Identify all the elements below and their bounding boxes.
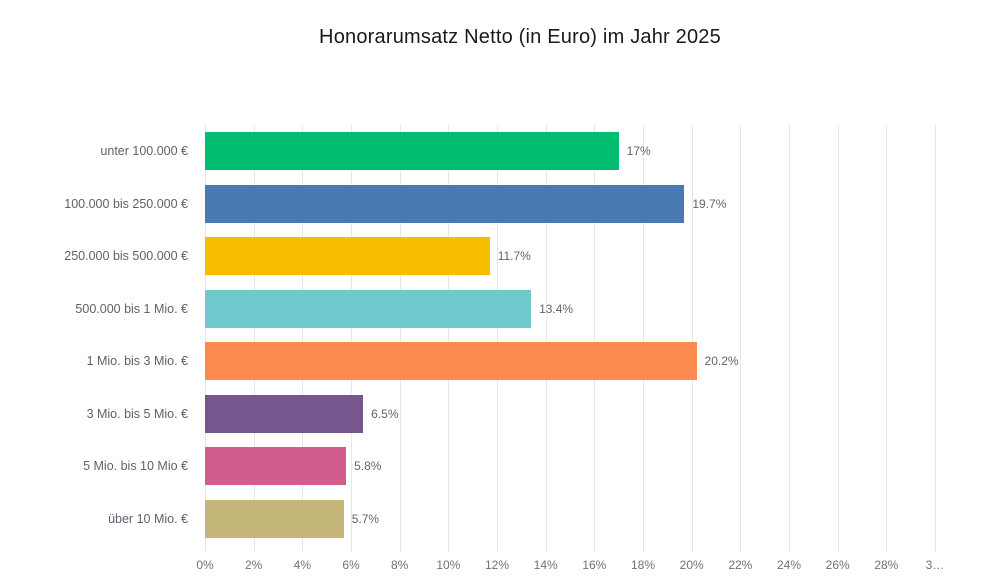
bar[interactable] [205,237,490,276]
value-label: 5.7% [351,511,380,526]
x-tick-label: 14% [533,558,558,572]
value-label: 6.5% [371,406,399,421]
category-label: 100.000 bis 250.000 € [64,196,188,211]
value-label: 11.7% [497,249,531,264]
x-tick-label: 0% [196,558,214,572]
gridline [935,125,936,552]
gridline [351,125,352,552]
value-label: 20.2% [704,354,739,369]
bar[interactable] [205,184,685,223]
x-tick-label: 22% [728,558,753,572]
bar[interactable] [205,342,697,381]
bar-row: 20.2% [205,335,935,388]
plot-area [205,125,936,552]
gridline [837,125,839,552]
bar[interactable] [205,289,532,328]
x-tick-label: 3… [925,558,945,572]
bar[interactable] [205,394,364,433]
gridline [886,125,888,552]
gridline [253,125,255,552]
x-tick-label: 26% [825,558,850,572]
value-label: 19.7% [692,196,727,211]
gridline [740,125,742,552]
category-label: 500.000 bis 1 Mio. € [75,301,188,316]
category-label: 5 Mio. bis 10 Mio € [83,459,188,474]
x-tick-label: 6% [342,558,360,572]
x-tick-label: 16% [582,558,607,572]
category-label: 3 Mio. bis 5 Mio. € [86,406,188,421]
category-label: 1 Mio. bis 3 Mio. € [86,354,188,369]
bar[interactable] [205,499,344,538]
category-axis: unter 100.000 € 100.000 bis 250.000 € 250.… [0,125,188,545]
gridline [399,125,401,552]
value-label: 17% [626,144,651,159]
x-tick-label: 18% [630,558,656,572]
bar-row: 13.4% [205,283,935,336]
x-tick-label: 4% [293,558,311,572]
x-tick-label: 2% [244,558,263,572]
value-label: 13.4% [539,301,574,316]
bar[interactable] [205,132,619,171]
gridline [205,125,206,552]
x-tick-label: 28% [874,558,899,572]
x-tick-label: 24% [776,558,802,572]
bar-row: 19.7% [205,178,935,231]
chart-title: Honorarumsatz Netto (in Euro) im Jahr 20… [319,26,721,48]
gridline [594,125,596,552]
bar-rows: 17% 19.7% 11.7% 13.4% 20.2% 6.5% 5.8% 5.7% [205,125,935,545]
x-tick-label: 20% [679,558,704,572]
gridline [302,125,304,552]
gridline [643,125,644,552]
gridline [448,125,450,552]
category-label: über 10 Mio. € [108,511,188,526]
bar-row: 11.7% [205,230,935,283]
x-axis-ticks: 0% 2% 4% 6% 8% 10% 12% 14% 16% 18% 20% 22% 24% 26% 28%… [196,558,944,574]
gridline [545,125,547,552]
x-tick-label: 8% [390,558,409,572]
bar-row: 6.5% [205,388,935,441]
category-label: 250.000 bis 500.000 € [64,249,188,264]
gridline [789,125,790,552]
category-label: unter 100.000 € [100,144,188,159]
bar-row: 5.8% [205,440,935,493]
gridline [691,125,693,552]
bar-row: 5.7% [205,493,935,546]
x-tick-label: 10% [436,558,461,572]
bar[interactable] [205,447,347,486]
bar-row: 17% [205,125,935,178]
gridline [497,125,498,552]
x-tick-label: 12% [484,558,510,572]
value-label: 5.8% [354,459,382,474]
